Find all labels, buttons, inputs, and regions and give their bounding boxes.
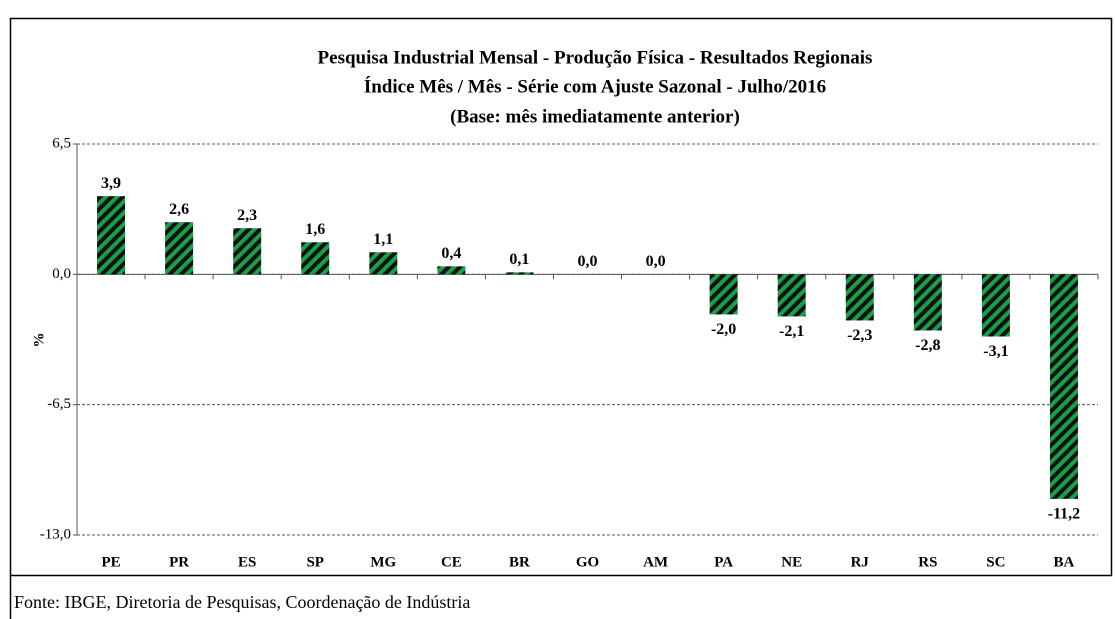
y-tick-label: -13,0 (40, 526, 71, 542)
y-tick-label: 0,0 (52, 266, 71, 282)
bar (777, 274, 806, 317)
x-tick-label: PR (169, 554, 189, 570)
value-label: 0,0 (578, 253, 598, 270)
x-tick-label: NE (781, 554, 802, 570)
bar (845, 274, 874, 321)
value-label: 2,6 (169, 201, 189, 218)
x-tick-label: PA (714, 554, 733, 570)
bar (709, 274, 738, 315)
bar (233, 228, 262, 275)
bar (301, 242, 330, 275)
x-tick-label: RJ (851, 554, 870, 570)
bar (1049, 274, 1078, 499)
value-label: 0,4 (441, 245, 461, 262)
bar (165, 222, 194, 275)
value-label: -2,3 (847, 327, 872, 344)
chart-title: Pesquisa Industrial Mensal - Produção Fí… (318, 47, 873, 68)
value-label: -2,0 (711, 321, 736, 338)
chart-title: (Base: mês imediatamente anterior) (450, 106, 740, 127)
bar (913, 274, 942, 331)
chart-title: Índice Mês / Mês - Série com Ajuste Sazo… (364, 75, 826, 97)
chart-border (9, 17, 1113, 577)
x-tick-label: PE (101, 554, 120, 570)
value-label: -2,8 (915, 337, 940, 354)
source-note: Fonte: IBGE, Diretoria de Pesquisas, Coo… (14, 592, 470, 612)
bar (97, 196, 126, 275)
value-label: -2,1 (779, 323, 804, 340)
bar (437, 266, 466, 275)
x-tick-label: SC (986, 554, 1005, 570)
value-label: 1,1 (373, 231, 393, 248)
value-label: 3,9 (101, 175, 121, 192)
value-label: -11,2 (1048, 506, 1080, 523)
value-label: -3,1 (983, 343, 1008, 360)
x-tick-label: AM (643, 554, 668, 570)
x-tick-label: SP (306, 554, 324, 570)
y-tick-label: -6,5 (47, 396, 71, 412)
bar (981, 274, 1010, 337)
value-label: 1,6 (305, 221, 325, 238)
y-axis-label: % (31, 333, 47, 348)
value-label: 0,0 (646, 253, 666, 270)
value-label: 2,3 (237, 207, 257, 224)
x-tick-label: GO (576, 554, 599, 570)
value-label: 0,1 (509, 251, 529, 268)
x-tick-label: RS (918, 554, 937, 570)
bar (369, 252, 398, 275)
x-tick-label: CE (441, 554, 462, 570)
bar (505, 272, 534, 275)
x-tick-label: BR (509, 554, 530, 570)
x-tick-label: BA (1054, 554, 1075, 570)
x-tick-label: MG (370, 554, 396, 570)
y-tick-label: 6,5 (52, 135, 71, 151)
x-tick-label: ES (238, 554, 256, 570)
